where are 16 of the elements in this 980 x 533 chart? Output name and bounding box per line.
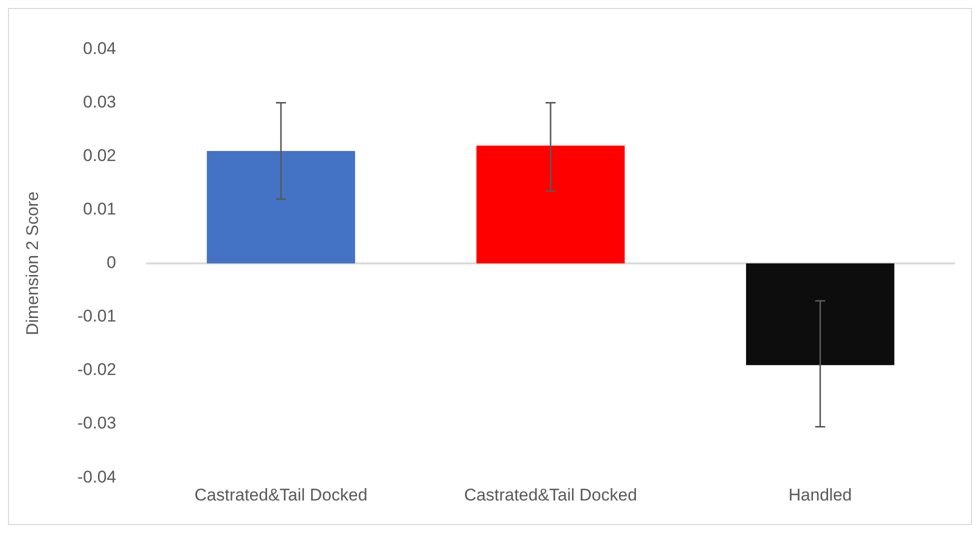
x-tick-label: Handled: [788, 485, 852, 504]
bar: [476, 146, 625, 264]
y-tick-label: 0.03: [83, 92, 116, 112]
y-tick-label: -0.02: [77, 360, 116, 380]
y-axis-title: Dimension 2 Score: [22, 192, 42, 336]
y-tick-label: 0: [106, 253, 116, 272]
x-tick-label: Castrated&Tail Docked: [194, 485, 368, 504]
y-tick-label: -0.03: [77, 414, 116, 433]
x-tick-label: Castrated&Tail Docked: [464, 485, 638, 504]
y-tick-label: -0.01: [77, 306, 116, 326]
bar: [746, 263, 894, 366]
y-tick-label: 0.04: [83, 38, 116, 58]
bar: [206, 150, 356, 264]
y-tick-label: 0.01: [83, 200, 116, 219]
y-tick-label: 0.02: [83, 146, 116, 165]
y-tick-label: -0.04: [77, 467, 116, 486]
